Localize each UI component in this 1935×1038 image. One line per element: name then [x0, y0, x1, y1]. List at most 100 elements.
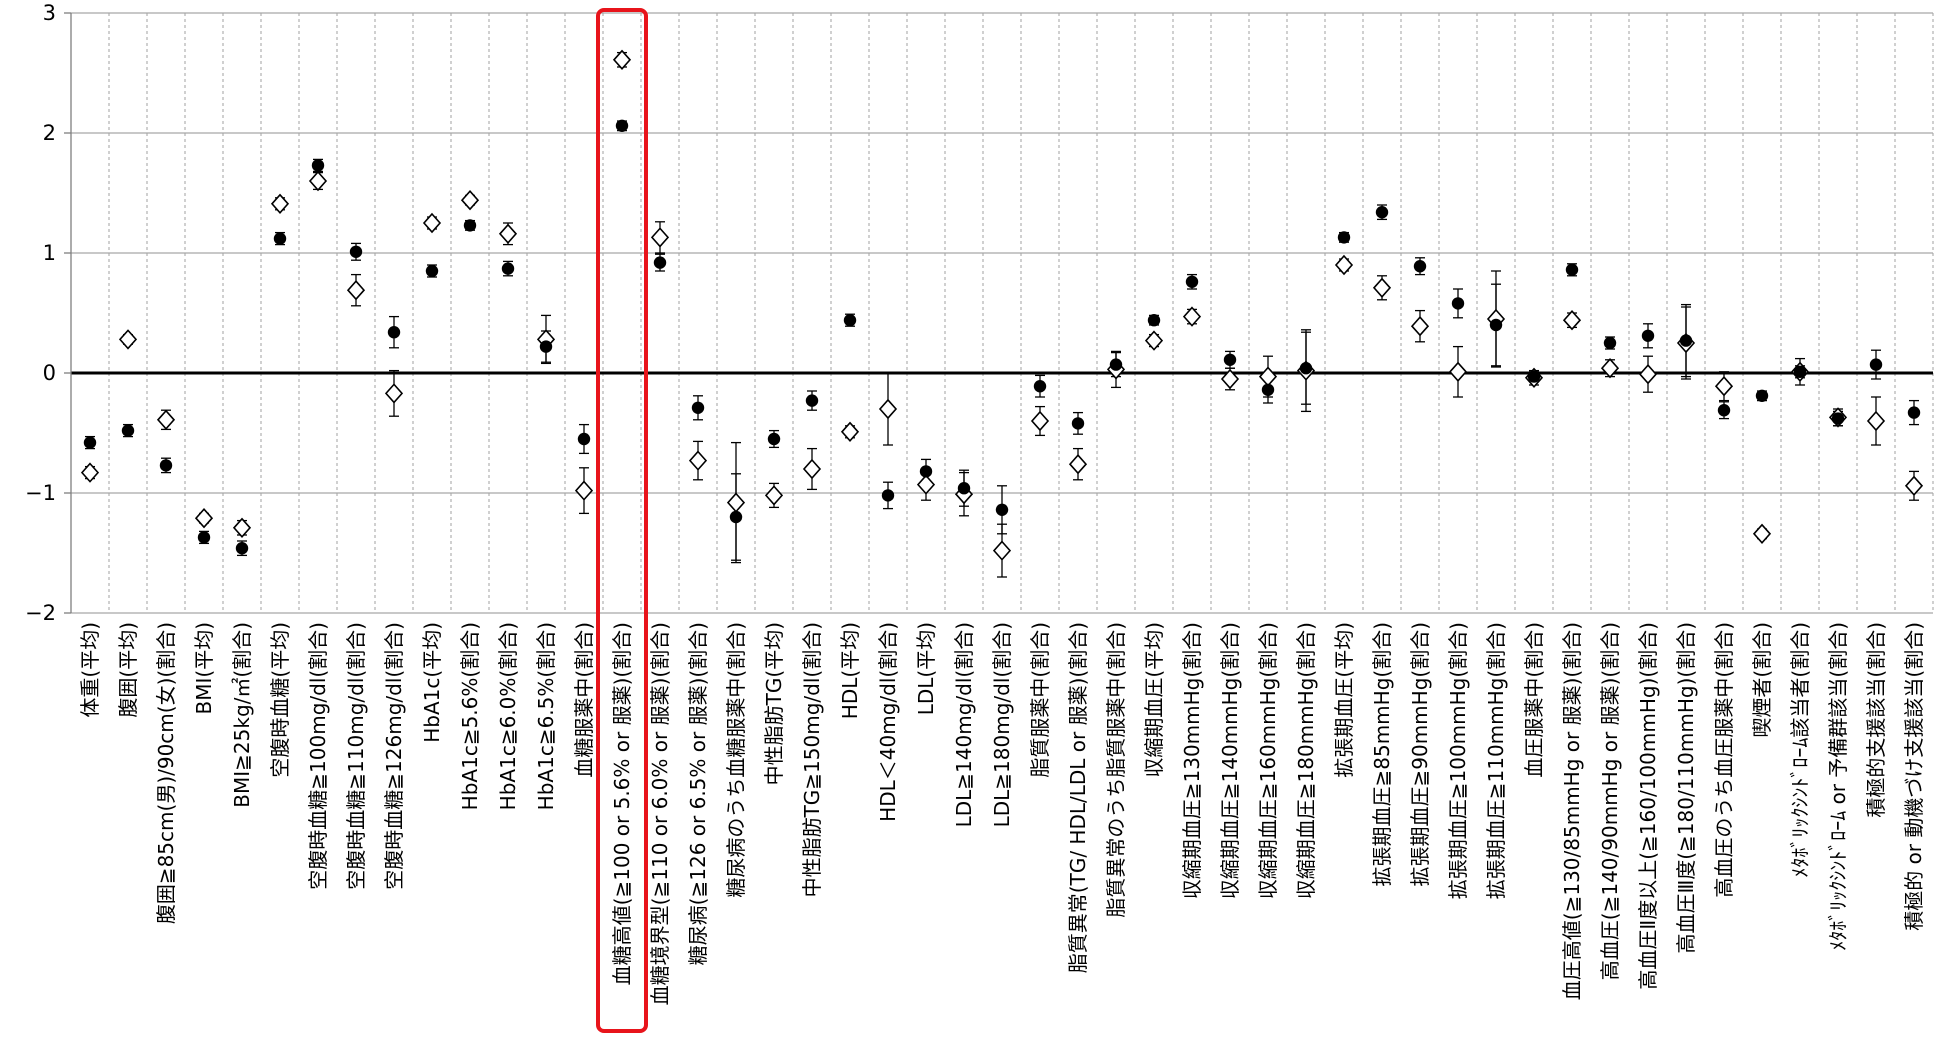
diamond-marker	[1638, 363, 1658, 385]
grid-layer	[71, 12, 1934, 614]
category-label: 積極的 or 動機づけ支援該当(割合)	[1902, 622, 1926, 931]
category-label: HbA1c(平均)	[420, 622, 444, 743]
category-label: HDL(平均)	[838, 622, 862, 719]
circle-marker	[349, 245, 363, 258]
y-tick-label: 1	[43, 241, 56, 265]
circle-marker	[1223, 353, 1237, 366]
diamond-marker	[1562, 309, 1582, 331]
diamond-marker	[80, 462, 100, 483]
category-label: 腹囲(平均)	[116, 622, 140, 718]
category-label: LDL(平均)	[914, 622, 938, 715]
diamond-marker	[916, 474, 936, 495]
diamond-marker	[1030, 410, 1050, 432]
category-label: 収縮期血圧≧140mmHg(割合)	[1218, 622, 1242, 899]
circle-marker	[919, 465, 933, 478]
diamond-marker	[1068, 453, 1088, 475]
circle-series	[83, 119, 1921, 555]
diamond-marker	[650, 227, 670, 248]
category-label: 中性脂肪TG(平均)	[762, 622, 786, 785]
circle-marker	[691, 401, 705, 414]
category-label: 空腹時血糖≧110mg/dl(割合)	[344, 622, 368, 890]
diamond-marker	[1866, 410, 1886, 432]
circle-marker	[1109, 358, 1123, 371]
category-label: BMI(平均)	[192, 622, 216, 714]
circle-marker	[1907, 406, 1921, 419]
category-label: 拡張期血圧(平均)	[1332, 622, 1356, 778]
category-label: LDL≧140mg/dl(割合)	[952, 622, 976, 827]
category-label: 収縮期血圧≧130mmHg(割合)	[1180, 622, 1204, 899]
circle-marker	[1793, 365, 1807, 378]
diamond-marker	[1182, 306, 1202, 327]
category-label: 高血圧Ⅱ度以上(≧160/100mmHg)(割合)	[1636, 622, 1660, 990]
circle-marker	[159, 459, 173, 472]
diamond-marker	[156, 409, 176, 431]
circle-marker	[1679, 334, 1693, 347]
category-label: 積極的支援該当(割合)	[1864, 622, 1888, 818]
diamond-marker	[1410, 315, 1430, 337]
diamond-marker	[232, 517, 252, 539]
circle-marker	[273, 232, 287, 245]
diamond-marker	[726, 492, 746, 513]
y-axis: 3 2 1 0 −1 −2	[25, 1, 72, 625]
circle-marker	[881, 489, 895, 502]
highlight-box	[596, 8, 648, 1033]
diamond-marker	[1220, 368, 1240, 390]
circle-marker	[1413, 260, 1427, 273]
circle-marker	[1147, 314, 1161, 327]
y-tick-label: 2	[43, 121, 56, 145]
diamond-marker	[1334, 254, 1354, 276]
category-label: 糖尿病のうち血糖服薬中(割合)	[724, 622, 748, 898]
circle-marker	[1755, 389, 1769, 402]
category-label: 脂質異常のうち脂質服薬中(割合)	[1104, 622, 1128, 918]
circle-marker	[767, 432, 781, 446]
category-label: LDL≧180mg/dl(割合)	[990, 622, 1014, 827]
category-label: 脂質異常(TG/ HDL/LDL or 服薬)(割合)	[1066, 622, 1090, 973]
category-label: 拡張期血圧≧85mmHg(割合)	[1370, 622, 1394, 887]
y-tick-label: 3	[43, 1, 56, 25]
category-label: ﾒﾀﾎﾞﾘｯｸｼﾝﾄﾞﾛｰﾑ or 予備群該当(割合)	[1826, 622, 1850, 951]
circle-marker	[1489, 318, 1503, 332]
category-label: 腹囲≧85cm(男)/90cm(女)(割合)	[154, 622, 178, 924]
category-label: 空腹時血糖(平均)	[268, 622, 292, 778]
diamond-marker	[992, 540, 1012, 561]
category-label: HbA1c≧5.6%(割合)	[458, 622, 482, 810]
circle-marker	[729, 510, 743, 524]
circle-marker	[1717, 404, 1731, 417]
circle-marker	[1337, 231, 1351, 244]
circle-marker	[121, 424, 135, 437]
error-bars-layer	[85, 51, 1919, 578]
category-label: 血圧高値(≧130/85mmHg or 服薬)(割合)	[1560, 622, 1584, 1000]
circle-marker	[1375, 206, 1389, 219]
y-tick-label: −1	[25, 481, 56, 505]
circle-marker	[311, 159, 325, 172]
circle-marker	[387, 326, 401, 339]
highlight-layer	[596, 8, 648, 1033]
category-label: 空腹時血糖≧100mg/dl(割合)	[306, 622, 330, 890]
category-label: HDL＜40mg/dl(割合)	[876, 622, 900, 822]
category-label: HbA1c≧6.5%(割合)	[534, 622, 558, 810]
circle-marker	[615, 119, 629, 132]
diamond-marker	[1258, 366, 1278, 387]
circle-marker	[1033, 380, 1047, 393]
diamond-marker	[878, 398, 898, 420]
circle-marker	[1261, 383, 1275, 396]
y-tick-label: 0	[43, 361, 56, 385]
category-label: ﾒﾀﾎﾞﾘｯｸｼﾝﾄﾞﾛｰﾑ該当者(割合)	[1788, 622, 1812, 878]
category-label: 高血圧Ⅲ度(≧180/110mmHg)(割合)	[1674, 622, 1698, 954]
circle-marker	[463, 219, 477, 232]
category-label: 中性脂肪TG≧150mg/dl(割合)	[800, 622, 824, 897]
diamond-marker	[1714, 375, 1734, 397]
circle-marker	[235, 542, 249, 555]
circle-marker	[843, 314, 857, 327]
diamond-marker	[840, 421, 860, 443]
category-label: 収縮期血圧(平均)	[1142, 622, 1166, 778]
category-label: 喫煙者(割合)	[1750, 622, 1774, 738]
circle-marker	[957, 482, 971, 495]
category-label: 拡張期血圧≧100mmHg(割合)	[1446, 622, 1470, 899]
circle-marker	[197, 531, 211, 544]
diamond-marker	[1600, 357, 1620, 379]
category-label: BMI≧25kg/㎡(割合)	[230, 622, 254, 808]
diamond-marker	[346, 279, 366, 301]
category-label: 空腹時血糖≧126mg/dl(割合)	[382, 622, 406, 890]
circle-marker	[83, 436, 97, 449]
